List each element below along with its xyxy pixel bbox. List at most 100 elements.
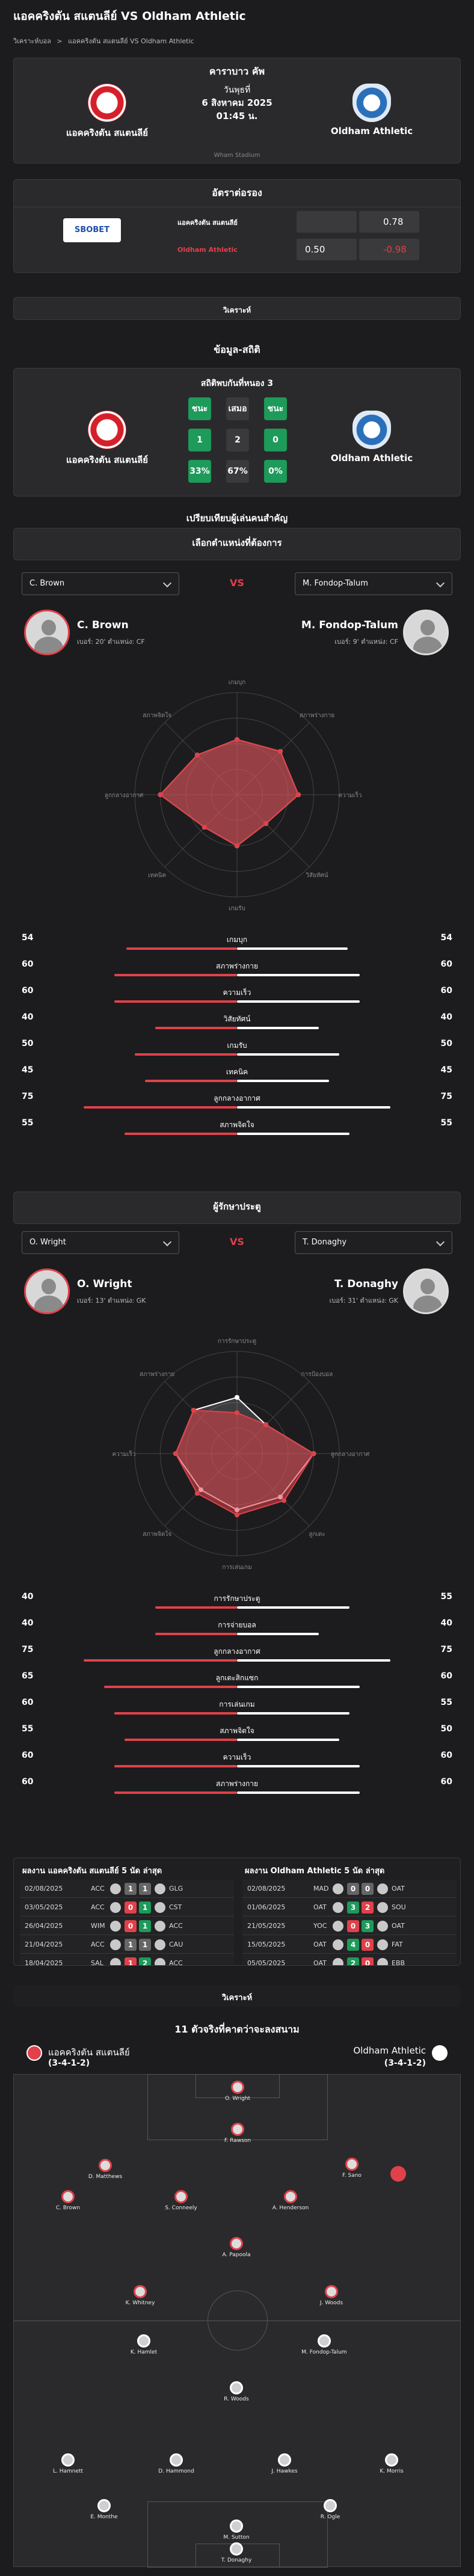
odds-away-price[interactable]: -0.98 <box>359 239 419 260</box>
stat-row: 45 เทคนิค 45 <box>0 1065 474 1087</box>
stat-right-value: 60 <box>440 1751 452 1760</box>
player-name: M. Fondop-Talum <box>301 2349 347 2355</box>
lineup-home-dot <box>26 2045 42 2061</box>
radar-point <box>158 792 163 797</box>
form-date: 26/04/2025 <box>25 1922 63 1930</box>
away-team[interactable]: Oldham Athletic <box>321 84 423 136</box>
form-home-abbr: ACC <box>91 1941 105 1948</box>
player-marker[interactable]: K. Morris <box>356 2453 428 2474</box>
player-dot <box>61 2453 75 2467</box>
lineup-tab[interactable]: วิเคราะห์ <box>13 1985 461 2007</box>
player-dot <box>385 2453 398 2467</box>
player-dot[interactable] <box>390 2166 406 2182</box>
form-home-score: 1 <box>125 1883 137 1895</box>
player-marker[interactable]: D. Hammond <box>140 2453 212 2474</box>
lineup-away-dot <box>432 2045 448 2061</box>
player-marker[interactable]: M. Fondop-Talum <box>288 2334 360 2355</box>
team-badge-icon <box>333 1902 343 1913</box>
form-row[interactable]: 02/08/2025 MAD 0 0 OAT <box>242 1880 457 1898</box>
player-marker[interactable]: F. Rawson <box>202 2123 274 2144</box>
form-row[interactable]: 01/06/2025 OAT 3 2 SOU <box>242 1898 457 1917</box>
player-marker[interactable]: C. Brown <box>32 2190 104 2211</box>
attack-right-select[interactable]: M. Fondop-Talum <box>295 572 452 595</box>
player-marker[interactable]: A. Henderson <box>254 2190 327 2211</box>
form-row[interactable]: 02/08/2025 ACC 1 1 GLG <box>20 1880 234 1898</box>
form-row[interactable]: 18/04/2025 SAL 1 2 ACC <box>20 1954 234 1965</box>
match-card: คาราบาว คัพ วันพุธที่ 6 สิงหาคม 2025 01:… <box>13 58 461 164</box>
h2h-home-team[interactable]: แอคคริงตัน สแตนลีย์ <box>56 411 158 467</box>
form-away-score: 1 <box>139 1901 151 1914</box>
odds-card: อัตราต่อรอง SBOBET แอคคริงตัน สแตนลีย์ O… <box>13 179 461 273</box>
gk-left-avatar <box>24 1268 70 1314</box>
odds-home-line[interactable] <box>297 211 357 233</box>
team-badge-icon <box>155 1902 165 1913</box>
gk-left-meta: เบอร์: 13' ตำแหน่ง: GK <box>77 1297 146 1305</box>
radar-point <box>263 1422 269 1427</box>
player-marker[interactable]: E. Monthe <box>68 2499 140 2520</box>
stat-label: ความเร็ว <box>223 1753 251 1761</box>
player-marker[interactable]: A. Papoola <box>200 2237 272 2258</box>
stat-right-bar <box>237 1791 360 1794</box>
stats-header: ข้อมูล-สถิติ <box>214 344 260 355</box>
player-marker[interactable]: K. Whitney <box>104 2285 176 2306</box>
stat-right-bar <box>237 1765 360 1767</box>
stat-right-value: 55 <box>440 1698 452 1707</box>
gk-section: ผู้รักษาประตู O. Wright VS T. Donaghy O.… <box>0 1192 474 1865</box>
team-badge-icon <box>110 1921 121 1932</box>
breadcrumb-home[interactable]: วิเคราะห์บอล <box>13 37 51 45</box>
stat-row: 60 ความเร็ว 60 <box>0 1751 474 1772</box>
player-marker[interactable]: F. Sano <box>316 2158 388 2179</box>
stat-right-value: 60 <box>440 986 452 996</box>
player-marker[interactable]: D. Matthews <box>69 2159 141 2180</box>
h2h-away-team[interactable]: Oldham Athletic <box>321 411 423 463</box>
attack-left-select[interactable]: C. Brown <box>22 572 179 595</box>
player-marker[interactable]: K. Hamlet <box>108 2334 180 2355</box>
player-marker[interactable]: J. Hawkes <box>248 2453 321 2474</box>
player-marker[interactable]: M. Sutton <box>200 2519 272 2541</box>
player-marker[interactable]: R. Ogle <box>294 2499 366 2520</box>
player-name: R. Ogle <box>320 2514 340 2520</box>
player-marker[interactable]: L. Hamnett <box>32 2453 104 2474</box>
form-date: 15/05/2025 <box>247 1941 286 1948</box>
form-away-score: 3 <box>362 1920 374 1932</box>
analysis-tab[interactable]: วิเคราะห์ <box>13 297 461 320</box>
odds-home-price[interactable]: 0.78 <box>359 211 419 233</box>
form-row[interactable]: 21/04/2025 ACC 1 1 CAU <box>20 1936 234 1954</box>
radar-axis-label: สภาพจิตใจ <box>143 712 171 719</box>
gk-right-select[interactable]: T. Donaghy <box>295 1231 452 1254</box>
player-marker[interactable]: R. Woods <box>200 2381 272 2402</box>
player-marker[interactable]: T. Donaghy <box>200 2542 272 2563</box>
form-away-abbr: FAT <box>392 1941 403 1948</box>
stat-left-value: 60 <box>22 959 34 969</box>
player-name: D. Hammond <box>158 2468 194 2474</box>
player-marker[interactable]: S. Conneely <box>145 2190 217 2211</box>
form-row[interactable]: 21/05/2025 YOC 0 3 OAT <box>242 1917 457 1935</box>
stat-left-value: 55 <box>22 1724 34 1734</box>
radar-axis-label: การรักษาประตู <box>218 1338 256 1345</box>
form-away-abbr: CST <box>169 1903 182 1911</box>
player-dot <box>97 2499 111 2512</box>
h2h-win-pct: 33% <box>188 460 211 483</box>
player-name: A. Henderson <box>272 2205 309 2211</box>
stat-right-value: 55 <box>440 1118 452 1128</box>
home-team[interactable]: แอคคริงตัน สแตนลีย์ <box>56 84 158 140</box>
sbobet-logo[interactable]: SBOBET <box>63 218 121 242</box>
player-marker[interactable]: O. Wright <box>202 2081 274 2102</box>
radar-axis-label: สภาพจิตใจ <box>143 1531 171 1538</box>
stat-right-bar <box>237 1027 319 1029</box>
form-row[interactable]: 15/05/2025 OAT 4 0 FAT <box>242 1936 457 1954</box>
gk-radar-chart: การรักษาประตูการป้องบอลลูกกลางอากาศลูกเต… <box>112 1338 370 1571</box>
stat-label: การรักษาประตู <box>214 1594 260 1603</box>
radar-axis-label: เทคนิค <box>148 872 166 879</box>
team-badge-icon <box>377 1883 388 1894</box>
stat-left-bar <box>114 1765 237 1767</box>
form-row[interactable]: 03/05/2025 ACC 0 1 CST <box>20 1898 234 1917</box>
form-away-score: 1 <box>139 1920 151 1932</box>
form-row[interactable]: 05/05/2025 OAT 2 0 EBB <box>242 1954 457 1965</box>
gk-left-select[interactable]: O. Wright <box>22 1231 179 1254</box>
odds-away-line[interactable]: 0.50 <box>297 239 357 260</box>
form-row[interactable]: 26/04/2025 WIM 0 1 ACC <box>20 1917 234 1935</box>
player-marker[interactable]: J. Woods <box>295 2285 368 2306</box>
radar-axis-label: สภาพร่างกาย <box>140 1371 174 1378</box>
team-badge-icon <box>377 1958 388 1965</box>
